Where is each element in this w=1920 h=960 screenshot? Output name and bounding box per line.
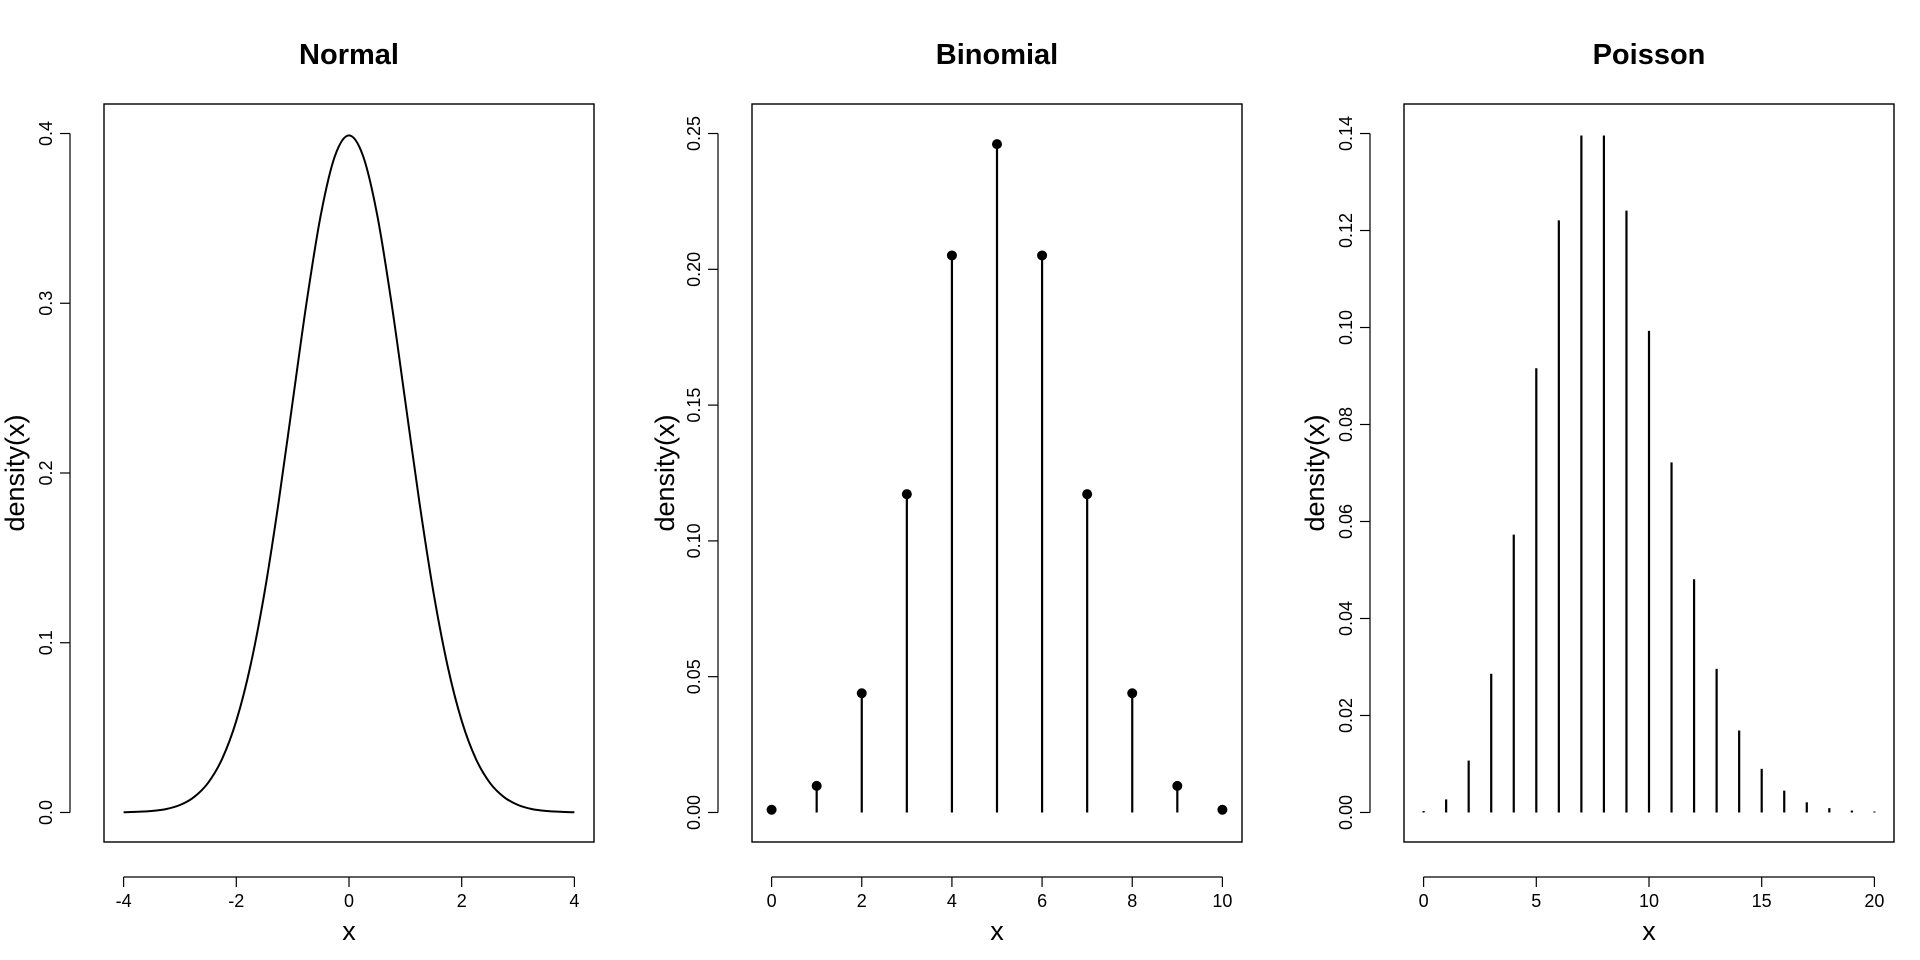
panel-title: Binomial — [936, 39, 1058, 71]
x-tick-label: -4 — [116, 891, 132, 911]
y-tick-label: 0.08 — [1336, 407, 1356, 442]
y-tick-label: 0.04 — [1336, 601, 1356, 636]
density-point — [1172, 780, 1183, 791]
y-tick-label: 0.2 — [36, 460, 56, 485]
x-tick-label: 0 — [344, 891, 354, 911]
x-tick-label: 4 — [569, 891, 579, 911]
x-axis-label: x — [990, 916, 1004, 946]
y-axis-label: density(x) — [650, 414, 680, 531]
y-tick-label: 0.14 — [1336, 116, 1356, 151]
y-tick-label: 0.02 — [1336, 698, 1356, 733]
panel-title: Normal — [299, 39, 399, 71]
x-tick-label: 2 — [857, 891, 867, 911]
density-point — [1082, 489, 1093, 500]
x-tick-label: 10 — [1639, 891, 1659, 911]
density-point — [856, 688, 867, 699]
x-tick-label: 10 — [1212, 891, 1232, 911]
y-tick-label: 0.0 — [36, 800, 56, 825]
x-tick-label: 6 — [1037, 891, 1047, 911]
density-point — [766, 804, 777, 815]
y-tick-label: 0.4 — [36, 121, 56, 146]
density-point — [811, 780, 822, 791]
x-tick-label: 5 — [1531, 891, 1541, 911]
y-tick-label: 0.20 — [684, 252, 704, 287]
y-tick-label: 0.3 — [36, 291, 56, 316]
x-tick-label: 15 — [1752, 891, 1772, 911]
y-tick-label: 0.25 — [684, 116, 704, 151]
y-tick-label: 0.10 — [1336, 310, 1356, 345]
density-point — [946, 250, 957, 261]
plot-frame — [1403, 103, 1895, 843]
y-axis-label: density(x) — [1300, 414, 1330, 531]
plot-frame — [103, 103, 595, 843]
x-axis-label: x — [1642, 916, 1656, 946]
density-point — [1217, 804, 1228, 815]
y-axis-label: density(x) — [0, 414, 30, 531]
y-tick-label: 0.00 — [1336, 795, 1356, 830]
y-tick-label: 0.1 — [36, 630, 56, 655]
density-point — [1127, 688, 1138, 699]
x-axis-label: x — [342, 916, 356, 946]
x-tick-label: 0 — [767, 891, 777, 911]
density-point — [901, 489, 912, 500]
y-tick-label: 0.12 — [1336, 213, 1356, 248]
x-tick-label: -2 — [228, 891, 244, 911]
x-tick-label: 8 — [1127, 891, 1137, 911]
y-tick-label: 0.10 — [684, 523, 704, 558]
plot-frame — [751, 103, 1243, 843]
x-tick-label: 4 — [947, 891, 957, 911]
x-tick-label: 20 — [1864, 891, 1884, 911]
y-tick-label: 0.15 — [684, 388, 704, 423]
y-tick-label: 0.00 — [684, 795, 704, 830]
y-tick-label: 0.06 — [1336, 504, 1356, 539]
y-tick-label: 0.05 — [684, 659, 704, 694]
density-point — [1037, 250, 1048, 261]
density-point — [992, 139, 1002, 150]
panel-title: Poisson — [1593, 39, 1706, 71]
x-tick-label: 2 — [457, 891, 467, 911]
density-curve — [123, 134, 575, 814]
x-tick-label: 0 — [1419, 891, 1429, 911]
